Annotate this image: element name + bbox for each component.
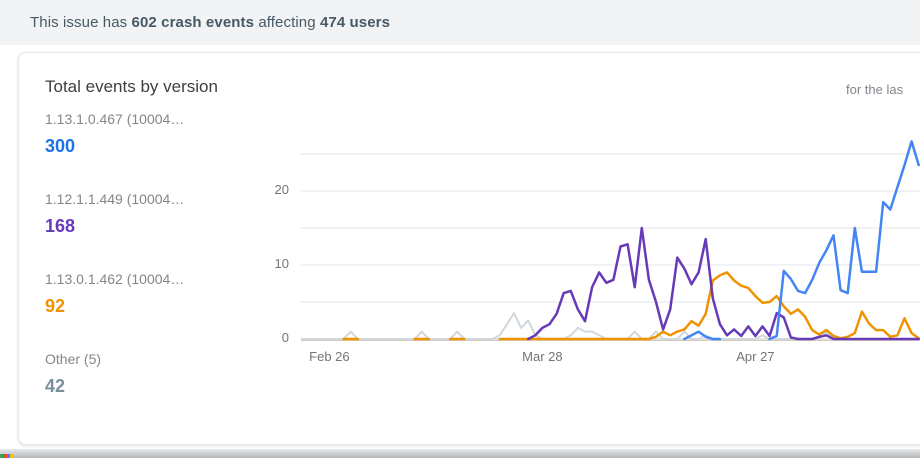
events-chart[interactable] [301, 111, 920, 341]
logo-pixel [6, 454, 10, 458]
x-axis-labels: Feb 26 Mar 28 Apr 27 [301, 349, 920, 369]
y-tick-label: 10 [274, 256, 289, 271]
series-line-1.12.1.1.449 [526, 226, 920, 341]
version-event-count: 92 [45, 296, 66, 316]
x-tick-label: Feb 26 [309, 349, 350, 364]
version-label: 1.13.0.1.462 (10004… [45, 271, 185, 287]
logo-pixel [3, 454, 7, 458]
issue-summary-bar: This issue has 602 crash events affectin… [0, 0, 920, 45]
summary-text: This issue has 602 crash events affectin… [30, 14, 391, 31]
x-tick-label: Mar 28 [522, 349, 563, 364]
version-legend: 1.13.1.0.467 (10004… 300 1.12.1.1.449 (1… [45, 111, 245, 431]
logo-pixel [9, 454, 13, 458]
series-line-1.13.1.0.467 [768, 140, 920, 341]
y-tick-label: 20 [274, 182, 289, 197]
version-label: 1.13.1.0.467 (10004… [45, 111, 185, 127]
legend-item-version-3: 1.13.0.1.462 (10004… 92 [45, 271, 245, 351]
x-tick-label: Apr 27 [736, 349, 775, 364]
crash-events-count: 602 crash events [131, 14, 255, 31]
bottom-edge-divider [0, 449, 920, 458]
version-event-count: 300 [45, 136, 76, 156]
affected-users-count: 474 users [319, 14, 391, 31]
total-events-card: Total events by version for the las 1.13… [18, 52, 920, 445]
y-tick-label: 0 [281, 330, 289, 345]
version-label: 1.12.1.1.449 (10004… [45, 191, 185, 207]
series-line-1.13.1.0.467 [683, 330, 722, 341]
legend-item-other: Other (5) 42 [45, 351, 245, 431]
version-event-count: 42 [45, 376, 66, 396]
version-label: Other (5) [45, 351, 102, 367]
period-label: for the las [846, 82, 904, 97]
events-chart-region[interactable]: 0 10 20 Feb 26 Mar 28 Apr 27 [249, 111, 920, 411]
logo-pixel [0, 454, 4, 458]
legend-item-version-2: 1.12.1.1.449 (10004… 168 [45, 191, 245, 271]
partial-logo-pixels [0, 454, 13, 458]
legend-item-version-1: 1.13.1.0.467 (10004… 300 [45, 111, 245, 191]
version-event-count: 168 [45, 216, 76, 236]
card-title: Total events by version [45, 77, 218, 96]
series-line-1.13.0.1.462 [498, 271, 920, 341]
